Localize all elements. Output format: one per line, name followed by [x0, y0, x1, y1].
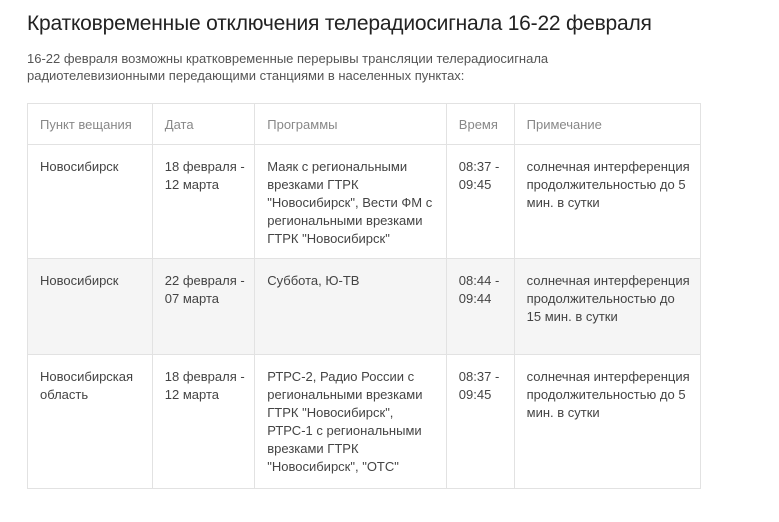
header-place: Пункт вещания [27, 103, 153, 145]
header-note: Примечание [513, 103, 702, 145]
cell-place: Новосибирск [27, 258, 153, 355]
cell-time: 08:44 - 09:44 [445, 258, 515, 355]
cell-time: 08:37 - 09:45 [445, 354, 515, 489]
cell-place: Новосибирск [27, 144, 153, 259]
cell-date: 22 февраля - 07 марта [151, 258, 256, 355]
header-programs: Программы [254, 103, 447, 145]
table-row: Новосибирск 22 февраля - 07 марта Суббот… [27, 258, 702, 355]
table-row: Новосибирск 18 февраля - 12 марта Маяк с… [27, 144, 702, 259]
table-row: Новосибирская область 18 февраля - 12 ма… [27, 354, 702, 489]
header-date: Дата [151, 103, 256, 145]
intro-text: 16-22 февраля возможны кратковременные п… [27, 51, 549, 83]
cell-date: 18 февраля - 12 марта [151, 354, 256, 489]
header-time: Время [445, 103, 515, 145]
cell-programs: РТРС-2, Радио России с региональными вре… [254, 354, 447, 489]
page-title: Кратковременные отключения телерадиосигн… [27, 12, 652, 35]
table-header-row: Пункт вещания Дата Программы Время Приме… [27, 103, 702, 145]
cell-note: солнечная интерференция продолжительност… [513, 258, 702, 355]
cell-programs: Суббота, Ю-ТВ [254, 258, 447, 355]
cell-programs: Маяк с региональными врезками ГТРК "Ново… [254, 144, 447, 259]
cell-note: солнечная интерференция продолжительност… [513, 354, 702, 489]
outage-table: Пункт вещания Дата Программы Время Приме… [27, 103, 702, 489]
cell-place: Новосибирская область [27, 354, 153, 489]
cell-date: 18 февраля - 12 марта [151, 144, 256, 259]
cell-note: солнечная интерференция продолжительност… [513, 144, 702, 259]
cell-time: 08:37 - 09:45 [445, 144, 515, 259]
